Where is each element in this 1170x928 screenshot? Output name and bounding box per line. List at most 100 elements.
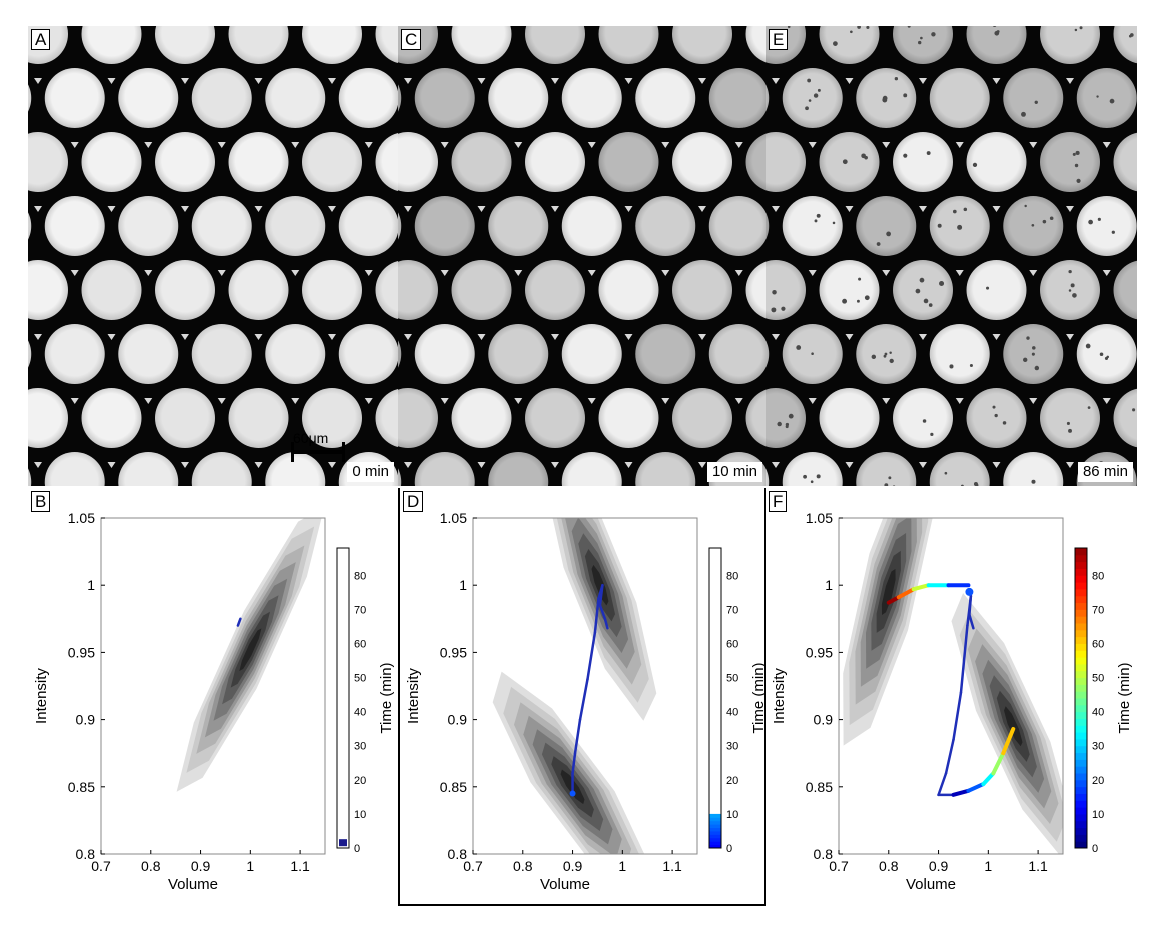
droplet xyxy=(561,324,622,384)
droplet xyxy=(28,84,32,112)
interstitial-gap xyxy=(882,270,891,276)
droplet xyxy=(414,68,475,128)
droplet xyxy=(893,260,953,320)
cell-dot xyxy=(785,425,789,429)
interstitial-gap xyxy=(661,398,670,404)
interstitial-gap xyxy=(328,78,336,84)
cell-dot xyxy=(1068,269,1072,274)
colorbar-tick-label: 50 xyxy=(354,673,366,685)
interstitial-gap xyxy=(477,206,486,212)
colorbar-tick-label: 10 xyxy=(1092,809,1104,821)
droplet xyxy=(525,388,585,448)
trajectory-segment xyxy=(991,751,1006,776)
cell-dot xyxy=(787,26,791,29)
trajectory-segment xyxy=(598,604,607,621)
cell-dot xyxy=(1097,217,1101,221)
cell-dot xyxy=(883,354,887,358)
cell-dot xyxy=(833,41,838,46)
colorbar-frame xyxy=(708,547,722,849)
y-tick-label: 1 xyxy=(459,577,467,593)
interstitial-gap xyxy=(328,334,336,340)
cell-dot xyxy=(788,413,794,419)
cell-dot xyxy=(952,209,957,214)
colorbar-band xyxy=(1075,623,1087,631)
contour-level xyxy=(591,564,609,606)
interstitial-gap xyxy=(698,334,706,340)
droplet xyxy=(228,132,289,192)
cell-dot xyxy=(939,281,945,287)
interstitial-gap xyxy=(587,142,596,148)
droplet xyxy=(635,196,696,256)
interstitial-gap xyxy=(882,398,891,404)
droplet xyxy=(782,452,843,486)
droplet xyxy=(191,324,252,384)
droplet xyxy=(28,132,68,192)
cell-dot xyxy=(969,364,973,368)
droplet xyxy=(966,260,1027,320)
cell-dot xyxy=(960,484,964,486)
interstitial-gap xyxy=(624,78,633,84)
interstitial-gap xyxy=(551,462,559,468)
trajectory-segment xyxy=(944,738,955,775)
cell-dot xyxy=(864,295,870,301)
x-tick-label: 0.9 xyxy=(563,858,583,874)
contour-level xyxy=(1004,706,1023,747)
droplet xyxy=(338,196,398,256)
y-axis-label: Intensity xyxy=(771,668,788,724)
interstitial-gap xyxy=(181,206,189,212)
interstitial-gap xyxy=(144,142,153,148)
cell-dot xyxy=(1032,346,1036,350)
colorbar-tick-label: 40 xyxy=(1092,707,1104,719)
droplet xyxy=(155,388,215,448)
droplet xyxy=(155,132,215,192)
droplet xyxy=(893,132,953,192)
droplet xyxy=(228,388,289,448)
y-axis-label: Intensity xyxy=(405,668,422,724)
colorbar-band xyxy=(1075,813,1087,822)
colorbar-label: Time (min) xyxy=(750,662,764,733)
trajectory-segment xyxy=(598,583,604,607)
colorbar-label: Time (min) xyxy=(1116,662,1133,733)
droplet xyxy=(708,196,766,256)
cell-dot xyxy=(992,405,996,409)
colorbar-band xyxy=(709,817,721,822)
trajectory-point xyxy=(965,587,974,596)
cell-dot xyxy=(1034,100,1038,104)
colorbar-band xyxy=(1075,800,1087,808)
interstitial-gap xyxy=(955,398,964,404)
droplet xyxy=(118,324,179,384)
cell-dot xyxy=(944,471,948,475)
trajectory-segment xyxy=(896,587,916,600)
y-tick-label: 1 xyxy=(87,577,95,593)
cell-dot xyxy=(957,224,963,230)
y-tick-label: 0.9 xyxy=(448,712,468,728)
droplet xyxy=(766,340,770,368)
droplet xyxy=(338,68,398,128)
colorbar-tick-label: 30 xyxy=(726,741,738,753)
cell-dot xyxy=(1074,28,1078,32)
interstitial-gap xyxy=(440,142,449,148)
cell-dot xyxy=(803,474,807,479)
interstitial-gap xyxy=(440,270,449,276)
colorbar-tick-label: 80 xyxy=(1092,570,1104,582)
interstitial-gap xyxy=(181,334,189,340)
interstitial-gap xyxy=(514,142,523,148)
cell-dot xyxy=(972,162,978,168)
interstitial-gap xyxy=(514,398,523,404)
droplet xyxy=(451,26,512,64)
droplet xyxy=(745,261,766,319)
colorbar-band xyxy=(1075,663,1087,672)
interstitial-gap xyxy=(845,334,854,340)
interstitial-gap xyxy=(808,142,817,148)
droplet xyxy=(302,388,362,448)
trajectory-segment xyxy=(937,772,948,797)
interstitial-gap xyxy=(734,142,743,148)
interstitial-gap xyxy=(291,270,300,276)
droplet xyxy=(1003,452,1064,486)
y-tick-label: 0.95 xyxy=(68,644,95,660)
interstitial-gap xyxy=(34,206,42,212)
droplet xyxy=(265,452,326,486)
droplet xyxy=(561,68,622,128)
cell-dot xyxy=(1042,219,1047,224)
trajectory-segment xyxy=(578,678,589,721)
